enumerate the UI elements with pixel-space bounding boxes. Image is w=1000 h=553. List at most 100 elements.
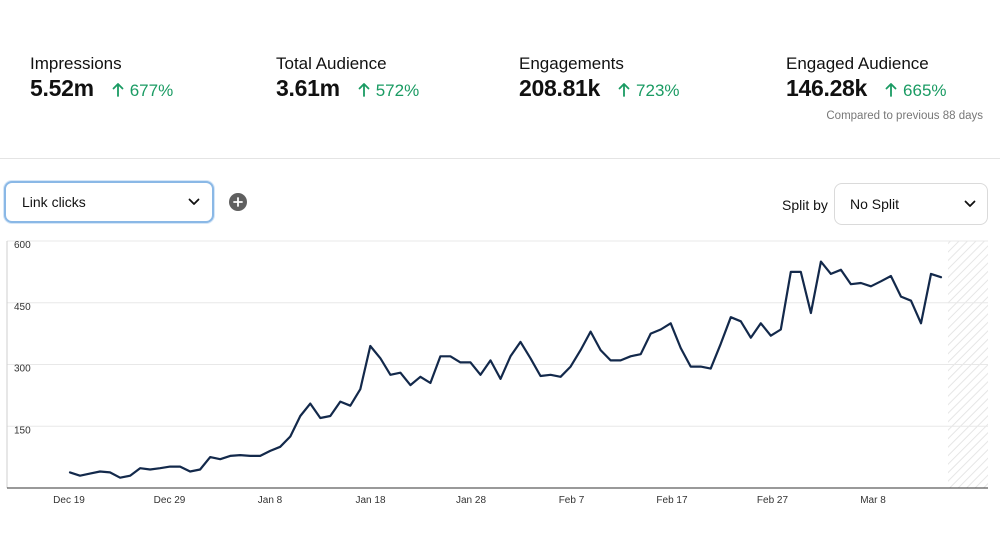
- data-point[interactable]: [528, 355, 534, 361]
- metric-engagements: Engagements 208.81k 723%: [519, 54, 680, 102]
- data-point[interactable]: [457, 359, 463, 365]
- x-tick-label: Feb 27: [757, 495, 789, 506]
- data-point[interactable]: [568, 364, 574, 370]
- data-point[interactable]: [478, 372, 484, 378]
- data-point[interactable]: [367, 343, 373, 349]
- data-point[interactable]: [317, 415, 323, 421]
- data-point[interactable]: [287, 434, 293, 440]
- data-point[interactable]: [858, 280, 864, 286]
- data-point[interactable]: [938, 274, 944, 280]
- data-point[interactable]: [598, 347, 604, 353]
- split-select[interactable]: No Split: [834, 183, 988, 225]
- data-point[interactable]: [718, 341, 724, 347]
- data-point[interactable]: [217, 456, 223, 462]
- data-point[interactable]: [578, 347, 584, 353]
- data-point[interactable]: [277, 444, 283, 450]
- data-point[interactable]: [918, 320, 924, 326]
- data-point[interactable]: [127, 473, 133, 479]
- data-point[interactable]: [97, 469, 103, 475]
- arrow-up-icon: [358, 83, 370, 97]
- data-point[interactable]: [337, 399, 343, 405]
- data-point[interactable]: [808, 310, 814, 316]
- y-tick-label: 450: [14, 302, 31, 313]
- data-point[interactable]: [508, 353, 514, 359]
- data-point[interactable]: [447, 353, 453, 359]
- data-point[interactable]: [748, 335, 754, 341]
- data-point[interactable]: [688, 364, 694, 370]
- data-point[interactable]: [548, 372, 554, 378]
- data-point[interactable]: [207, 454, 213, 460]
- data-point[interactable]: [437, 353, 443, 359]
- data-point[interactable]: [698, 364, 704, 370]
- data-point[interactable]: [538, 373, 544, 379]
- data-point[interactable]: [648, 331, 654, 337]
- data-point[interactable]: [708, 366, 714, 372]
- data-point[interactable]: [798, 269, 804, 275]
- data-point[interactable]: [157, 465, 163, 471]
- data-point[interactable]: [227, 453, 233, 459]
- data-point[interactable]: [828, 271, 834, 277]
- data-point[interactable]: [888, 273, 894, 279]
- data-point[interactable]: [237, 452, 243, 458]
- data-point[interactable]: [107, 469, 113, 475]
- data-point[interactable]: [87, 471, 93, 477]
- data-point[interactable]: [518, 339, 524, 345]
- data-point[interactable]: [768, 333, 774, 339]
- data-point[interactable]: [558, 374, 564, 380]
- data-point[interactable]: [177, 464, 183, 470]
- data-point[interactable]: [407, 382, 413, 388]
- data-point[interactable]: [147, 467, 153, 473]
- data-point[interactable]: [468, 359, 474, 365]
- data-point[interactable]: [307, 401, 313, 407]
- data-point[interactable]: [427, 380, 433, 386]
- data-point[interactable]: [848, 281, 854, 287]
- data-point[interactable]: [347, 403, 353, 409]
- data-point[interactable]: [488, 357, 494, 363]
- data-point[interactable]: [838, 267, 844, 273]
- data-point[interactable]: [758, 320, 764, 326]
- data-point[interactable]: [878, 278, 884, 284]
- data-point[interactable]: [898, 294, 904, 300]
- data-point[interactable]: [117, 475, 123, 481]
- data-point[interactable]: [788, 269, 794, 275]
- data-point[interactable]: [498, 376, 504, 382]
- add-metric-button[interactable]: [229, 193, 247, 211]
- metric-select[interactable]: Link clicks: [4, 181, 214, 223]
- data-point[interactable]: [728, 314, 734, 320]
- data-point[interactable]: [738, 318, 744, 324]
- data-point[interactable]: [638, 351, 644, 357]
- data-point[interactable]: [778, 327, 784, 333]
- data-point[interactable]: [357, 386, 363, 392]
- section-divider: [0, 158, 1000, 159]
- data-point[interactable]: [187, 469, 193, 475]
- data-point[interactable]: [608, 357, 614, 363]
- data-point[interactable]: [387, 372, 393, 378]
- data-point[interactable]: [197, 467, 203, 473]
- data-point[interactable]: [658, 327, 664, 333]
- data-point[interactable]: [417, 374, 423, 380]
- data-point[interactable]: [588, 329, 594, 335]
- data-point[interactable]: [377, 355, 383, 361]
- data-point[interactable]: [928, 271, 934, 277]
- data-point[interactable]: [668, 320, 674, 326]
- data-point[interactable]: [678, 345, 684, 351]
- data-point[interactable]: [67, 469, 73, 475]
- data-point[interactable]: [167, 464, 173, 470]
- data-point[interactable]: [618, 357, 624, 363]
- metric-value: 208.81k: [519, 75, 601, 101]
- data-point[interactable]: [908, 298, 914, 304]
- data-point[interactable]: [257, 453, 263, 459]
- metric-select-value: Link clicks: [22, 194, 86, 210]
- data-point[interactable]: [137, 465, 143, 471]
- data-point[interactable]: [397, 370, 403, 376]
- data-point[interactable]: [297, 413, 303, 419]
- data-point[interactable]: [247, 453, 253, 459]
- data-point[interactable]: [868, 283, 874, 289]
- data-point[interactable]: [267, 448, 273, 454]
- metric-change: 723%: [618, 81, 680, 101]
- data-point[interactable]: [818, 259, 824, 265]
- data-point[interactable]: [628, 353, 634, 359]
- metric-impressions: Impressions 5.52m 677%: [30, 54, 173, 102]
- data-point[interactable]: [327, 413, 333, 419]
- data-point[interactable]: [77, 473, 83, 479]
